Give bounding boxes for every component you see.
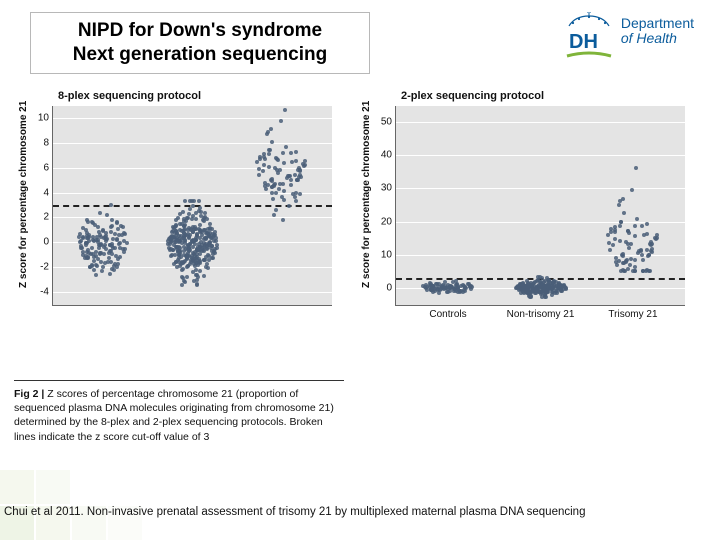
header: NIPD for Down's syndrome Next generation… <box>0 0 720 74</box>
crown-icon: DH <box>565 12 613 58</box>
ytick: 40 <box>374 150 396 161</box>
chart-8plex: 8-plex sequencing protocol Z score for p… <box>10 88 345 324</box>
title-line2: Next generation sequencing <box>73 44 327 65</box>
title-line1: NIPD for Down's syndrome <box>78 20 322 41</box>
ytick: 50 <box>374 117 396 128</box>
ytick: 10 <box>31 112 53 123</box>
ytick: 20 <box>374 216 396 227</box>
ytick: 0 <box>31 237 53 248</box>
caption-body: Z scores of percentage chromosome 21 (pr… <box>14 388 334 443</box>
logo-text: Department of Health <box>621 12 694 47</box>
logo-line1: Department <box>621 16 694 31</box>
y-axis-label-left: Z score for percentage chromosome 21 <box>18 100 29 287</box>
page-title: NIPD for Down's syndrome Next generation… <box>30 12 370 74</box>
ytick: 30 <box>374 183 396 194</box>
ytick: 10 <box>374 249 396 260</box>
citation: Chui et al 2011. Non-invasive prenatal a… <box>4 506 716 518</box>
plot-area-left: -4-20246810 <box>52 106 332 306</box>
ytick: 8 <box>31 137 53 148</box>
xtick: Trisomy 21 <box>608 305 657 320</box>
ytick: 2 <box>31 212 53 223</box>
chart-2plex: 2-plex sequencing protocol Z score for p… <box>353 88 698 324</box>
charts-row: 8-plex sequencing protocol Z score for p… <box>0 88 720 324</box>
y-axis-label-right: Z score for percentage chromosome 21 <box>361 100 372 287</box>
decorative-squares <box>0 450 180 540</box>
logo-line2: of Health <box>621 31 694 46</box>
ytick: -4 <box>31 287 53 298</box>
xtick: Controls <box>429 305 466 320</box>
plot-area-right: 01020304050ControlsNon-trisomy 21Trisomy… <box>395 106 685 306</box>
ytick: 6 <box>31 162 53 173</box>
chart-title: 8-plex sequencing protocol <box>58 90 201 102</box>
dh-logo: DH Department of Health <box>565 12 694 58</box>
ytick: -2 <box>31 262 53 273</box>
chart-title: 2-plex sequencing protocol <box>401 90 544 102</box>
logo-abbr: DH <box>569 31 598 53</box>
figure-caption: Fig 2 | Z scores of percentage chromosom… <box>14 380 344 444</box>
xtick: Non-trisomy 21 <box>507 305 575 320</box>
ytick: 0 <box>374 282 396 293</box>
caption-lead: Fig 2 | <box>14 388 44 400</box>
ytick: 4 <box>31 187 53 198</box>
